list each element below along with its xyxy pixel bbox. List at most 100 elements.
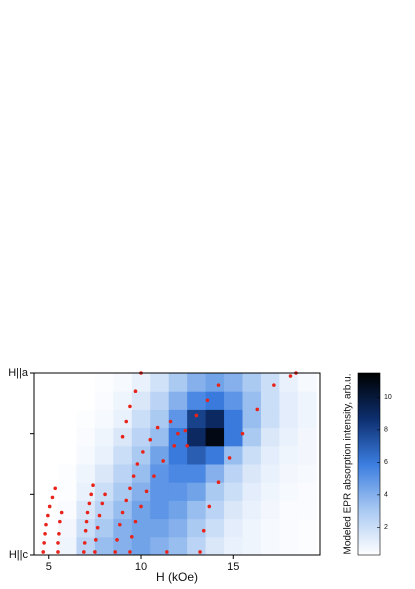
y-tick-label: H||c [9,549,29,561]
heatmap-cell [39,482,59,501]
heatmap-cell [205,464,225,483]
scatter-point [128,550,132,554]
heatmap-cell [76,409,96,429]
scatter-point [82,541,87,545]
scatter-point [95,525,100,530]
scatter-point [93,550,97,554]
heatmap-cell [57,409,77,429]
scatter-point [272,383,276,387]
heatmap-cell [260,536,280,555]
heatmap-cell [131,500,151,520]
heatmap-cell [168,445,188,465]
heatmap-cell [39,373,59,392]
heatmap-cell [76,391,96,410]
heatmap-cell [279,500,299,520]
colorbar-tick-label: 10 [384,394,392,401]
heatmap-cell [187,373,207,392]
heatmap-cell [205,373,225,392]
heatmap-cell [242,464,262,483]
colorbar [357,372,381,556]
plot-frame [33,372,321,556]
heatmap-cell [205,409,225,429]
heatmap-cell [168,482,188,501]
heatmap-cell [187,518,207,538]
heatmap-cell [131,464,151,483]
colorbar-tick-label: 2 [384,524,388,531]
heatmap-cell [297,518,317,538]
heatmap-cell [224,373,244,392]
heatmap-cell [150,500,170,520]
heatmap-cell [242,391,262,410]
heatmap-cell [205,482,225,501]
scatter-point [56,541,60,545]
scatter-point [46,513,50,518]
heatmap-cell [260,409,280,429]
scatter-point [128,404,132,409]
heatmap-cell [150,464,170,483]
heatmap-cell [94,409,114,429]
heatmap-cell [94,373,114,392]
scatter-point [148,437,153,442]
scatter-point [85,510,90,515]
heatmap-cell [187,409,207,429]
heatmap-cell [150,536,170,555]
heatmap-cell [131,409,151,429]
scatter-point [194,413,199,418]
heatmap-cell [94,391,114,410]
scatter-point [91,483,95,488]
heatmap-cell [57,464,77,483]
heatmap-cell [113,391,133,410]
scatter-point [113,550,117,554]
heatmap-cell [168,518,188,538]
scatter-point [131,474,136,478]
heatmap-cell [76,518,96,538]
scatter-point [83,528,88,533]
heatmap-cell [187,391,207,410]
heatmap [39,373,317,555]
scatter-point [240,431,245,436]
heatmap-cell [94,518,114,538]
heatmap-cell [242,373,262,392]
scatter-point [57,531,61,536]
heatmap-cell [279,536,299,555]
heatmap-cell [94,482,114,501]
heatmap-cell [168,500,188,520]
scatter-point [84,519,89,524]
heatmap-cell [76,500,96,520]
heatmap-cell [150,373,170,392]
scatter-point [144,489,149,494]
heatmap-cell [113,409,133,429]
heatmap-cell [224,427,244,447]
scatter-point [44,522,48,527]
scatter-point [133,519,138,524]
scatter-point [139,504,143,509]
heatmap-cell [76,482,96,501]
heatmap-cell [279,445,299,465]
scatter-point [58,519,62,524]
heatmap-cell [205,427,225,447]
heatmap-cell [94,464,114,483]
heatmap-cell [279,409,299,429]
heatmap-cell [242,500,262,520]
colorbar-tick-label: 4 [384,492,388,499]
heatmap-cell [260,391,280,410]
heatmap-cell [113,500,133,520]
heatmap-cell [131,445,151,465]
scatter-point [56,550,60,554]
heatmap-cell [94,427,114,447]
heatmap-cell [113,445,133,465]
scatter-point [176,431,180,436]
scatter-point [172,444,177,448]
scatter-point [97,513,102,518]
heatmap-cell [113,464,133,483]
heatmap-cell [150,445,170,465]
heatmap-cell [242,482,262,501]
heatmap-cell [224,409,244,429]
scatter-point [152,474,156,478]
colorbar-tick-label: 6 [384,459,388,466]
heatmap-cell [113,518,133,538]
heatmap-cell [297,427,317,447]
heatmap-cell [260,518,280,538]
heatmap-cell [113,536,133,555]
scatter-point [42,541,46,545]
